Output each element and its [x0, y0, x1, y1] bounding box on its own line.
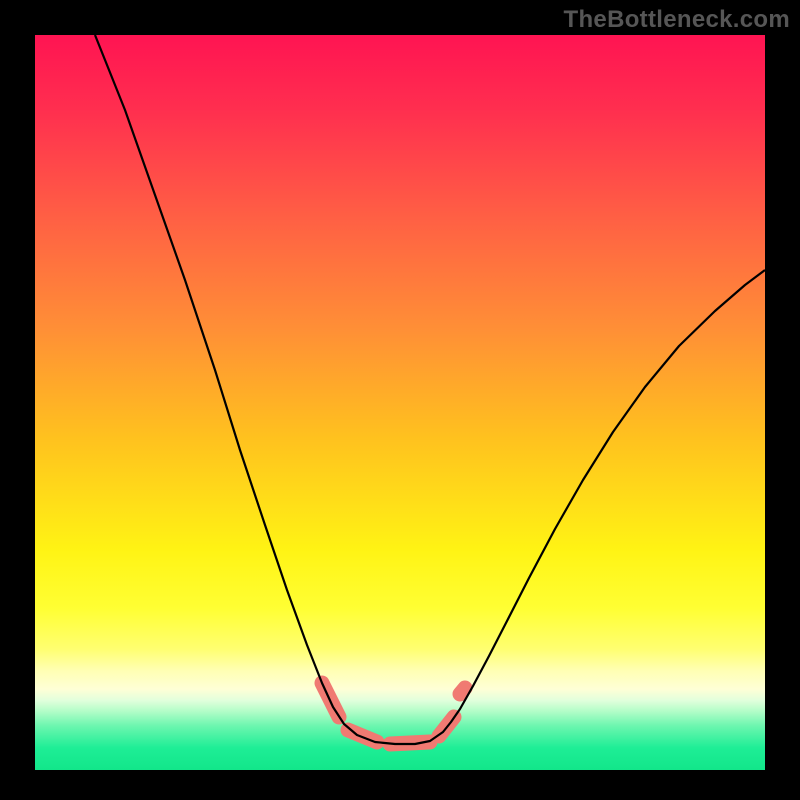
- plot-area: [35, 35, 765, 770]
- valley-dash: [460, 688, 465, 694]
- bottleneck-curve: [95, 35, 765, 744]
- chart-frame: TheBottleneck.com: [0, 0, 800, 800]
- watermark-text: TheBottleneck.com: [564, 6, 790, 34]
- curve-layer: [35, 35, 765, 770]
